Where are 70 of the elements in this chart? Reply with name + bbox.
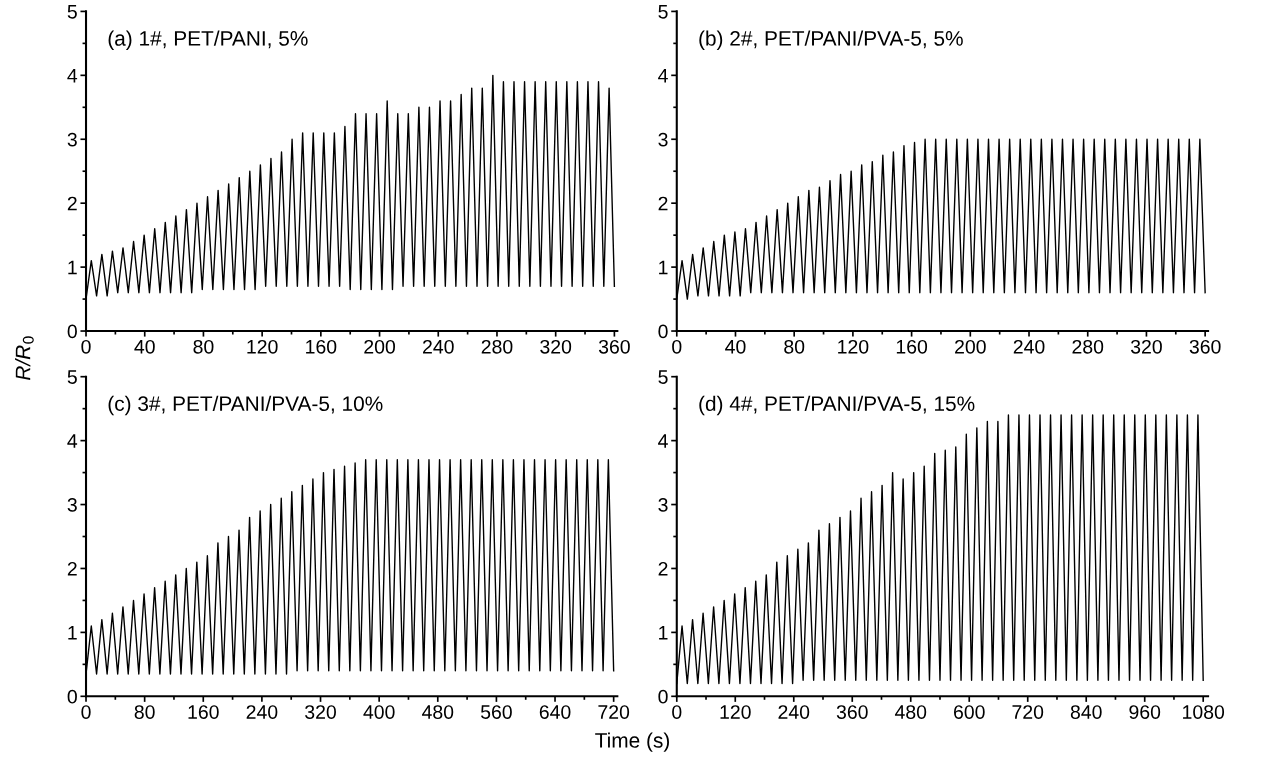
y-tick-label: 3 xyxy=(67,498,77,512)
x-tick-label: 280 xyxy=(1072,339,1104,354)
x-tick-label: 200 xyxy=(955,339,986,354)
x-tick-label: 640 xyxy=(539,705,571,719)
x-tick-label: 720 xyxy=(1012,705,1044,719)
x-tick-label: 400 xyxy=(363,705,395,719)
y-tick-label: 3 xyxy=(67,132,77,147)
x-tick-label: 480 xyxy=(422,705,454,719)
x-tick-label: 960 xyxy=(1129,705,1161,719)
y-tick-label: 5 xyxy=(67,370,77,384)
text: (b) 2#, PET/PANI/PVA-5, 5% xyxy=(699,30,963,50)
y-tick-label: 2 xyxy=(658,196,668,211)
y-tick-label: 1 xyxy=(68,260,77,275)
x-tick-label: 320 xyxy=(1130,339,1162,354)
x-tick-label: 40 xyxy=(725,339,746,354)
x-tick-label: 720 xyxy=(598,705,630,719)
x-tick-label: 120 xyxy=(720,705,751,719)
x-tick-label: 360 xyxy=(836,705,868,719)
x-tick-label: 120 xyxy=(838,339,869,354)
y-tick-label: 0 xyxy=(658,324,668,339)
y-tick-label: 5 xyxy=(658,5,668,19)
x-tick-label: 160 xyxy=(896,339,928,354)
x-tick-label: 160 xyxy=(188,705,219,719)
y-tick-label: 4 xyxy=(67,434,78,448)
y-tick-label: 4 xyxy=(67,69,78,83)
x-tick-label: 0 xyxy=(81,339,91,354)
x-tick-label: 600 xyxy=(954,705,985,719)
x-tick-label: 320 xyxy=(305,705,336,719)
x-tick-label: 40 xyxy=(134,339,155,354)
y-tick-label: 2 xyxy=(658,561,668,576)
x-tick-label: 360 xyxy=(1189,339,1221,354)
x-axis-title: Time (s) xyxy=(595,732,670,752)
y-tick-label: 0 xyxy=(67,689,77,704)
x-tick-label: 240 xyxy=(778,705,810,719)
y-tick-label: 5 xyxy=(67,5,77,19)
x-tick-label: 80 xyxy=(134,705,155,719)
text: (a) 1#, PET/PANI, 5% xyxy=(108,30,308,50)
x-tick-label: 480 xyxy=(894,705,927,719)
x-tick-label: 560 xyxy=(480,705,512,719)
text: (d) 4#, PET/PANI/PVA-5, 15% xyxy=(699,395,975,416)
x-tick-label: 0 xyxy=(672,705,682,719)
y-tick-label: 4 xyxy=(658,434,668,448)
y-tick-label: 3 xyxy=(658,498,668,512)
y-axis-title: R/R$_{0}$ xyxy=(15,336,34,381)
x-tick-label: 240 xyxy=(423,339,454,354)
y-tick-label: 0 xyxy=(658,689,668,704)
x-tick-label: 80 xyxy=(784,339,805,354)
x-tick-label: 80 xyxy=(193,339,214,354)
y-tick-label: 1 xyxy=(659,260,668,275)
x-tick-label: 280 xyxy=(481,339,513,354)
y-tick-label: 0 xyxy=(67,324,77,339)
y-tick-label: 1 xyxy=(68,626,77,640)
y-tick-label: 1 xyxy=(659,626,668,640)
x-tick-label: 1080 xyxy=(1183,705,1225,719)
y-tick-label: 5 xyxy=(658,370,668,384)
y-tick-label: 3 xyxy=(658,132,668,147)
x-tick-label: 320 xyxy=(540,339,572,354)
x-tick-label: 240 xyxy=(246,705,278,719)
x-tick-label: 360 xyxy=(598,339,630,354)
x-tick-label: 120 xyxy=(247,339,278,354)
x-tick-label: 160 xyxy=(306,339,337,354)
text: (c) 3#, PET/PANI/PVA-5, 10% xyxy=(108,395,383,416)
x-tick-label: 840 xyxy=(1070,705,1102,719)
x-tick-label: 240 xyxy=(1013,339,1045,354)
y-tick-label: 2 xyxy=(67,561,77,576)
x-tick-label: 0 xyxy=(81,705,91,719)
y-tick-label: 2 xyxy=(67,196,77,211)
y-tick-label: 4 xyxy=(658,69,668,83)
x-tick-label: 0 xyxy=(672,339,682,354)
x-tick-label: 200 xyxy=(364,339,396,354)
